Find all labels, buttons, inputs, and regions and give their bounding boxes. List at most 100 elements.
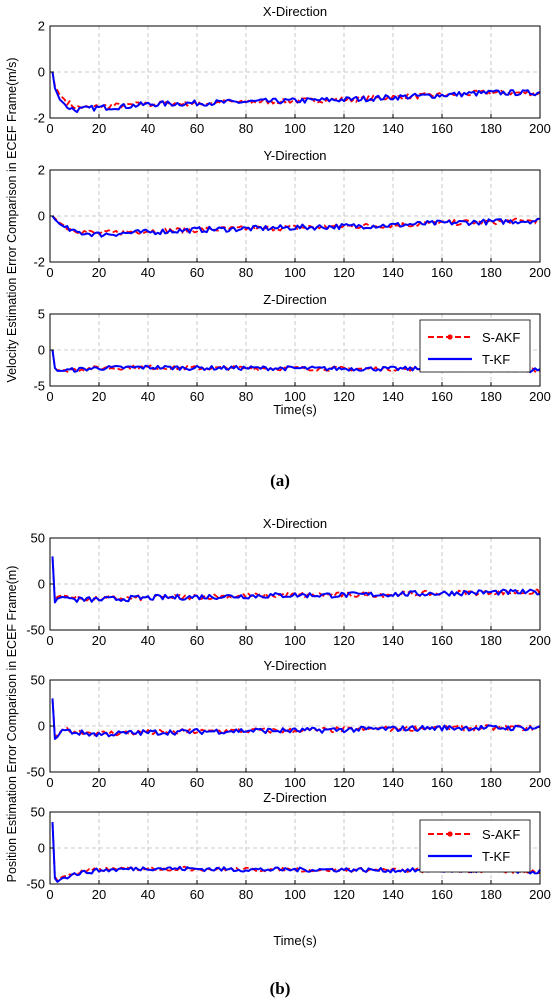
y-tick-label: 0	[38, 209, 45, 224]
x-tick-label: 160	[431, 265, 453, 280]
x-tick-label: 40	[141, 265, 155, 280]
x-tick-label: 100	[284, 265, 306, 280]
x-tick-label: 80	[239, 121, 253, 136]
y-tick-label: -50	[26, 765, 45, 780]
y-tick-label: -50	[26, 623, 45, 638]
x-tick-label: 140	[382, 389, 404, 404]
panel-title: Y-Direction	[263, 658, 326, 673]
x-tick-label: 120	[333, 389, 355, 404]
legend-label-t-kf: T-KF	[482, 352, 510, 367]
x-tick-label: 40	[141, 775, 155, 790]
x-tick-label: 160	[431, 389, 453, 404]
x-tick-label: 180	[480, 389, 502, 404]
x-tick-label: 120	[333, 633, 355, 648]
y-tick-label: 0	[38, 65, 45, 80]
legend-label-s-akf: S-AKF	[482, 330, 520, 345]
x-tick-label: 80	[239, 633, 253, 648]
x-tick-label: 60	[190, 633, 204, 648]
x-tick-label: 100	[284, 775, 306, 790]
x-tick-label: 80	[239, 887, 253, 902]
legend-b: S-AKF T-KF	[419, 819, 531, 873]
xlabel-b: Time(s)	[273, 933, 317, 948]
x-tick-label: 0	[46, 633, 53, 648]
ylabel-b: Position Estimation Error Comparison in …	[5, 566, 19, 883]
x-tick-label: 140	[382, 265, 404, 280]
x-tick-label: 180	[480, 633, 502, 648]
legend-a: S-AKF T-KF	[419, 319, 531, 373]
x-tick-label: 120	[333, 887, 355, 902]
x-tick-label: 20	[92, 633, 106, 648]
x-tick-label: 80	[239, 775, 253, 790]
panel-title: Y-Direction	[263, 148, 326, 163]
y-tick-label: 0	[38, 577, 45, 592]
caption-a: (a)	[270, 471, 290, 490]
x-tick-label: 20	[92, 389, 106, 404]
x-tick-label: 40	[141, 121, 155, 136]
panel-title: X-Direction	[263, 516, 327, 531]
y-tick-label: -2	[33, 111, 45, 126]
y-tick-label: -50	[26, 877, 45, 892]
series-line-s-akf	[51, 215, 541, 236]
chart-panel: Z-Direction 0 20 40 60 80 100 120 140 160 180 200 -5…	[33, 292, 550, 404]
x-tick-label: 120	[333, 775, 355, 790]
x-tick-label: 140	[382, 633, 404, 648]
x-tick-label: 60	[190, 775, 204, 790]
x-tick-label: 180	[480, 887, 502, 902]
x-tick-label: 20	[92, 121, 106, 136]
x-tick-label: 40	[141, 887, 155, 902]
y-tick-label: 50	[31, 673, 45, 688]
x-tick-label: 20	[92, 775, 106, 790]
y-tick-label: 50	[31, 805, 45, 820]
xlabel-a: Time(s)	[273, 402, 317, 417]
y-tick-label: 0	[38, 343, 45, 358]
legend-marker-s-akf	[447, 831, 453, 837]
caption-b: (b)	[270, 979, 291, 998]
series-line-t-kf	[51, 71, 541, 114]
legend-box	[419, 319, 531, 373]
x-tick-label: 200	[529, 265, 551, 280]
x-tick-label: 200	[529, 887, 551, 902]
x-tick-label: 140	[382, 775, 404, 790]
chart-panel: Z-Direction 0 20 40 60 80 100 120 140 160 180 200 -5…	[26, 790, 551, 902]
x-tick-label: 160	[431, 633, 453, 648]
x-tick-label: 0	[46, 265, 53, 280]
x-tick-label: 160	[431, 887, 453, 902]
x-tick-label: 40	[141, 633, 155, 648]
series-line-t-kf	[51, 556, 541, 604]
x-tick-label: 120	[333, 265, 355, 280]
x-tick-label: 100	[284, 887, 306, 902]
series-line-s-akf	[51, 71, 541, 110]
x-tick-label: 60	[190, 389, 204, 404]
x-tick-label: 0	[46, 389, 53, 404]
panel-title: Z-Direction	[263, 292, 327, 307]
y-tick-label: 2	[38, 163, 45, 178]
x-tick-label: 100	[284, 389, 306, 404]
ylabel-a: Velocity Estimation Error Comparison in …	[5, 57, 19, 382]
legend-marker-s-akf	[447, 334, 453, 340]
x-tick-label: 0	[46, 775, 53, 790]
chart-panel: X-Direction 0 20 40 60 80 100 120 140 160 180 200 -5…	[26, 516, 551, 648]
x-tick-label: 200	[529, 389, 551, 404]
x-tick-label: 180	[480, 121, 502, 136]
y-tick-label: 5	[38, 307, 45, 322]
series-line-t-kf	[51, 215, 541, 238]
legend-box	[419, 819, 531, 873]
y-tick-label: 0	[38, 841, 45, 856]
panel-title: Z-Direction	[263, 790, 327, 805]
x-tick-label: 80	[239, 389, 253, 404]
x-tick-label: 20	[92, 265, 106, 280]
y-tick-label: 2	[38, 19, 45, 34]
x-tick-label: 140	[382, 887, 404, 902]
y-tick-label: 50	[31, 531, 45, 546]
y-tick-label: 0	[38, 719, 45, 734]
x-tick-label: 60	[190, 121, 204, 136]
legend-label-s-akf: S-AKF	[482, 827, 520, 842]
x-tick-label: 160	[431, 121, 453, 136]
x-tick-label: 20	[92, 887, 106, 902]
x-tick-label: 60	[190, 265, 204, 280]
x-tick-label: 80	[239, 265, 253, 280]
x-tick-label: 180	[480, 775, 502, 790]
x-tick-label: 40	[141, 389, 155, 404]
